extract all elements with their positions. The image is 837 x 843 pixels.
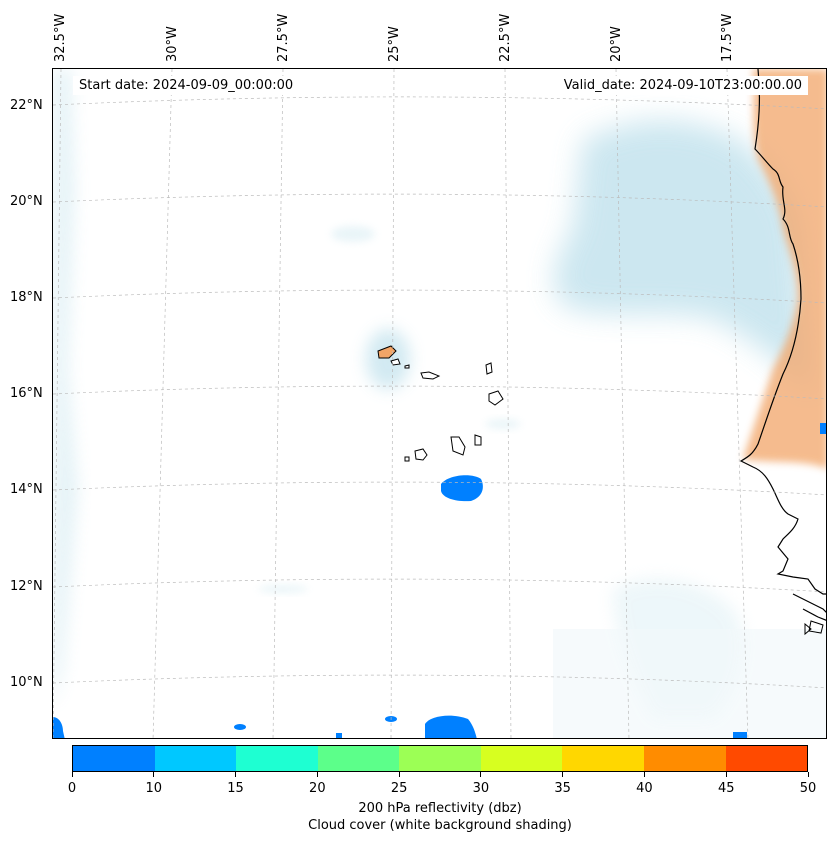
map-panel [52,68,827,739]
coastline-bijagos [804,620,824,636]
colorbar-tick-label: 50 [799,781,817,796]
colorbar-tick [316,772,318,777]
reflectivity-cell-south-cv [441,475,483,502]
colorbar-tick-label: 20 [309,781,326,796]
island-sao-nicolau [420,371,441,380]
colorbar-tick-label: 40 [636,781,653,796]
coastline-africa [739,69,826,595]
lat-label-20n: 20°N [10,194,43,209]
gridlines [53,69,826,738]
island-sal [485,362,493,375]
reflectivity-cell-small-4 [733,732,747,738]
colorbar-tick [562,772,564,777]
lat-label-12n: 12°N [10,579,43,594]
island-fogo [414,448,428,461]
cloud-shading-bottom [553,629,826,738]
lat-label-22n: 22°N [10,98,43,113]
island-brava [404,456,410,462]
colorbar-segment [236,746,318,771]
island-maio [474,434,482,446]
colorbar-tick [153,772,155,777]
land-warm-shading [743,69,826,469]
cloud-patch-south-1 [258,585,308,593]
colorbar-tick-label: 10 [145,781,163,796]
colorbar-segment [562,746,644,771]
cloud-cover-label: Cloud cover (white background shading) [308,818,572,833]
colorbar-label: 200 hPa reflectivity (dbz) [358,801,522,816]
lon-label-22-5w: 22.5°W [498,13,513,62]
colorbar-tick-label: 35 [554,781,571,796]
lon-label-27-5w: 27.5°W [276,13,291,62]
cloud-band-northeast [554,120,813,400]
lat-label-10n: 10°N [10,675,43,690]
valid-date-label: Valid_date: 2024-09-10T23:00:00.00 [557,76,808,95]
colorbar-tick [71,772,73,777]
cloud-patch-center [331,226,375,242]
colorbar-segment [73,746,155,771]
colorbar-segment [725,746,808,771]
lat-label-14n: 14°N [10,482,43,497]
reflectivity-colorbar [72,745,808,772]
island-santiago [450,436,466,456]
colorbar-segment [399,746,481,771]
colorbar-tick-label: 0 [67,781,77,796]
lon-label-30w: 30°W [165,26,180,62]
island-santo-antao [377,345,397,359]
colorbar-segment [154,746,237,771]
lat-label-18n: 18°N [10,290,43,305]
reflectivity-cells [53,423,826,738]
lon-label-32-5w: 32.5°W [53,13,68,62]
island-santa-luzia [404,364,410,369]
cape-verde-islands [377,345,504,462]
colorbar-tick [643,772,645,777]
lat-label-16n: 16°N [10,386,43,401]
colorbar-tick-label: 25 [390,781,408,796]
lon-label-17-5w: 17.5°W [720,13,735,62]
colorbar-tick-label: 15 [227,781,244,796]
island-boa-vista [488,390,504,406]
colorbar-tick [480,772,482,777]
colorbar-tick-label: 30 [472,781,490,796]
colorbar-tick [807,772,809,777]
cloud-patch-south-2 [485,419,521,429]
colorbar-tick [725,772,727,777]
map-canvas [53,69,826,738]
cloud-patch-island [366,329,410,389]
reflectivity-cell-bottom-left [53,717,65,738]
colorbar-segment [480,746,563,771]
reflectivity-cell-small-1 [234,724,246,730]
colorbar-segment [317,746,400,771]
lon-label-25w: 25°W [387,26,402,62]
coastline-guinea-bissau [792,593,826,621]
reflectivity-cell-bottom-center [425,715,477,738]
cloud-cover-shading [53,69,826,738]
colorbar-segment [643,746,726,771]
cloud-band-west [53,69,78,709]
reflectivity-cell-small-3 [336,733,342,738]
reflectivity-cell-edge [820,423,826,434]
colorbar-tick-label: 45 [717,781,735,796]
start-date-label: Start date: 2024-09-09_00:00:00 [73,76,300,95]
colorbar-tick [398,772,400,777]
colorbar-tick [235,772,237,777]
lon-label-20w: 20°W [609,26,624,62]
